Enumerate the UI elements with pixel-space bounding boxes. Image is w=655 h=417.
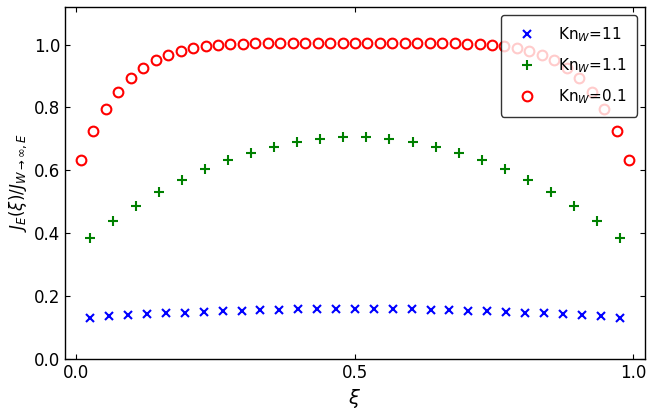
Legend: Kn$_{W}$=11, Kn$_{W}$=1.1, Kn$_{W}$=0.1: Kn$_{W}$=11, Kn$_{W}$=1.1, Kn$_{W}$=0.1 <box>501 15 637 116</box>
X-axis label: $\xi$: $\xi$ <box>348 387 362 410</box>
Y-axis label: $J_E(\xi)/J_{W\rightarrow\infty,E}$: $J_E(\xi)/J_{W\rightarrow\infty,E}$ <box>7 133 29 232</box>
